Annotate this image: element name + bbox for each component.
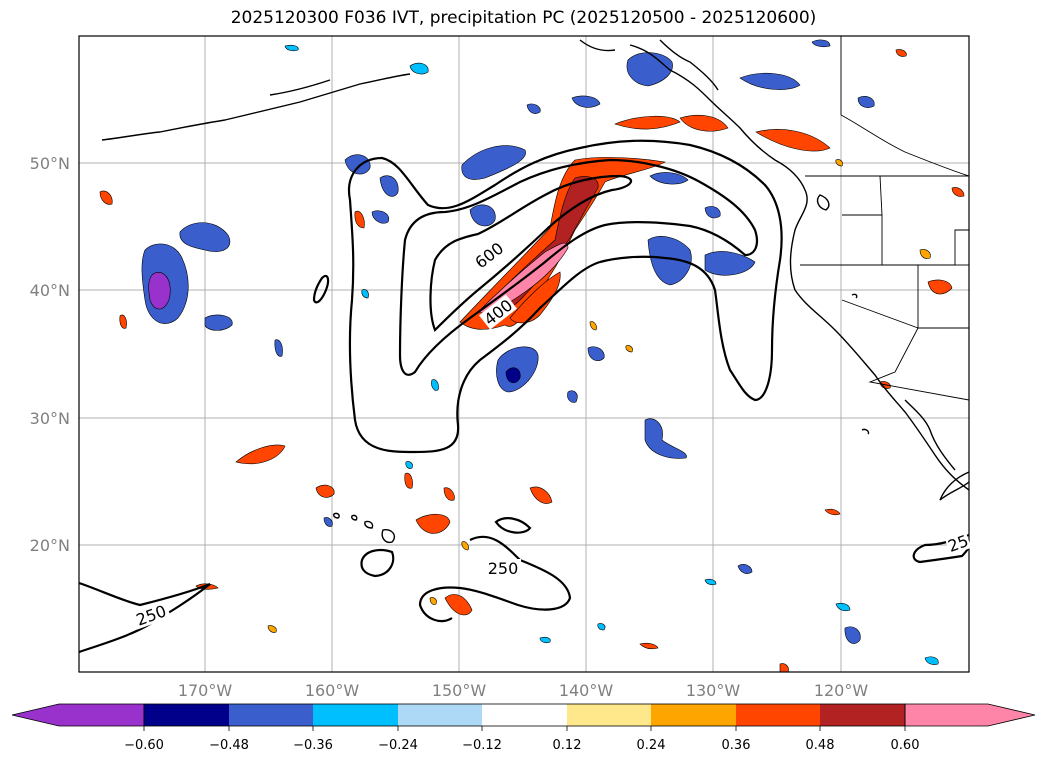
colorbar-tick-label: −0.24 xyxy=(378,738,418,753)
negative-blob-170w xyxy=(179,222,231,252)
gridlines xyxy=(79,36,969,672)
colorbar-segment xyxy=(313,704,398,726)
lon-label-160w: 160°W xyxy=(305,681,360,700)
colorbar-segment xyxy=(482,704,567,726)
colorbar-tick-label: 0.36 xyxy=(722,738,751,753)
lon-label-130w: 130°W xyxy=(686,681,741,700)
colorbar-tick-label: 0.24 xyxy=(637,738,666,753)
colorbar-tick-label: −0.60 xyxy=(124,738,164,753)
ivt-contour-400 xyxy=(398,158,759,376)
lon-label-150w: 150°W xyxy=(432,681,487,700)
political-borders xyxy=(800,36,969,401)
ivt-contour-250-se xyxy=(912,533,969,564)
colorbar-tick-label: 0.12 xyxy=(553,738,582,753)
colorbar-arrow-high xyxy=(904,703,1036,727)
colorbar-tick-label: 0.48 xyxy=(806,738,835,753)
colorbar-segment xyxy=(736,704,820,726)
latitude-labels: 50°N 40°N 30°N 20°N xyxy=(30,154,70,555)
lat-label-50n: 50°N xyxy=(30,154,70,173)
aleutian-islands xyxy=(101,73,411,141)
coastlines xyxy=(101,39,969,544)
colorbar-tick-label: −0.48 xyxy=(209,738,249,753)
hawaii xyxy=(381,528,396,544)
lon-label-120w: 120°W xyxy=(814,681,869,700)
colorbar: −0.60 −0.48 −0.36 −0.24 −0.12 0.12 0.24 … xyxy=(11,703,1036,753)
contour-label-250-hawaii: 250 xyxy=(488,559,519,578)
colorbar-segment xyxy=(820,704,905,726)
lon-label-170w: 170°W xyxy=(178,681,233,700)
ivt-contour-250-main xyxy=(347,139,783,454)
lat-label-40n: 40°N xyxy=(30,281,70,300)
lon-label-140w: 140°W xyxy=(559,681,614,700)
ivt-contour-600 xyxy=(429,174,633,332)
colorbar-arrow-low xyxy=(11,703,145,727)
negative-blob-dateline-core xyxy=(148,272,171,310)
lat-label-30n: 30°N xyxy=(30,409,70,428)
colorbar-segment xyxy=(144,704,229,726)
ivt-contour-250-sw xyxy=(79,581,211,654)
colorbar-segment xyxy=(567,704,651,726)
longitude-labels: 170°W 160°W 150°W 140°W 130°W 120°W xyxy=(178,681,869,700)
north-america-coast xyxy=(629,44,969,491)
colorbar-segment xyxy=(229,704,313,726)
colorbar-tick-label: −0.36 xyxy=(293,738,333,753)
map-frame xyxy=(78,35,970,673)
colorbar-tick-label: 0.60 xyxy=(891,738,920,753)
colorbar-segment xyxy=(398,704,482,726)
precip-negative-areas xyxy=(141,39,939,665)
colorbar-tick-label: −0.12 xyxy=(462,738,502,753)
map-title: 2025120300 F036 IVT, precipitation PC (2… xyxy=(230,8,817,28)
lat-label-20n: 20°N xyxy=(30,536,70,555)
colorbar-segment xyxy=(651,704,736,726)
